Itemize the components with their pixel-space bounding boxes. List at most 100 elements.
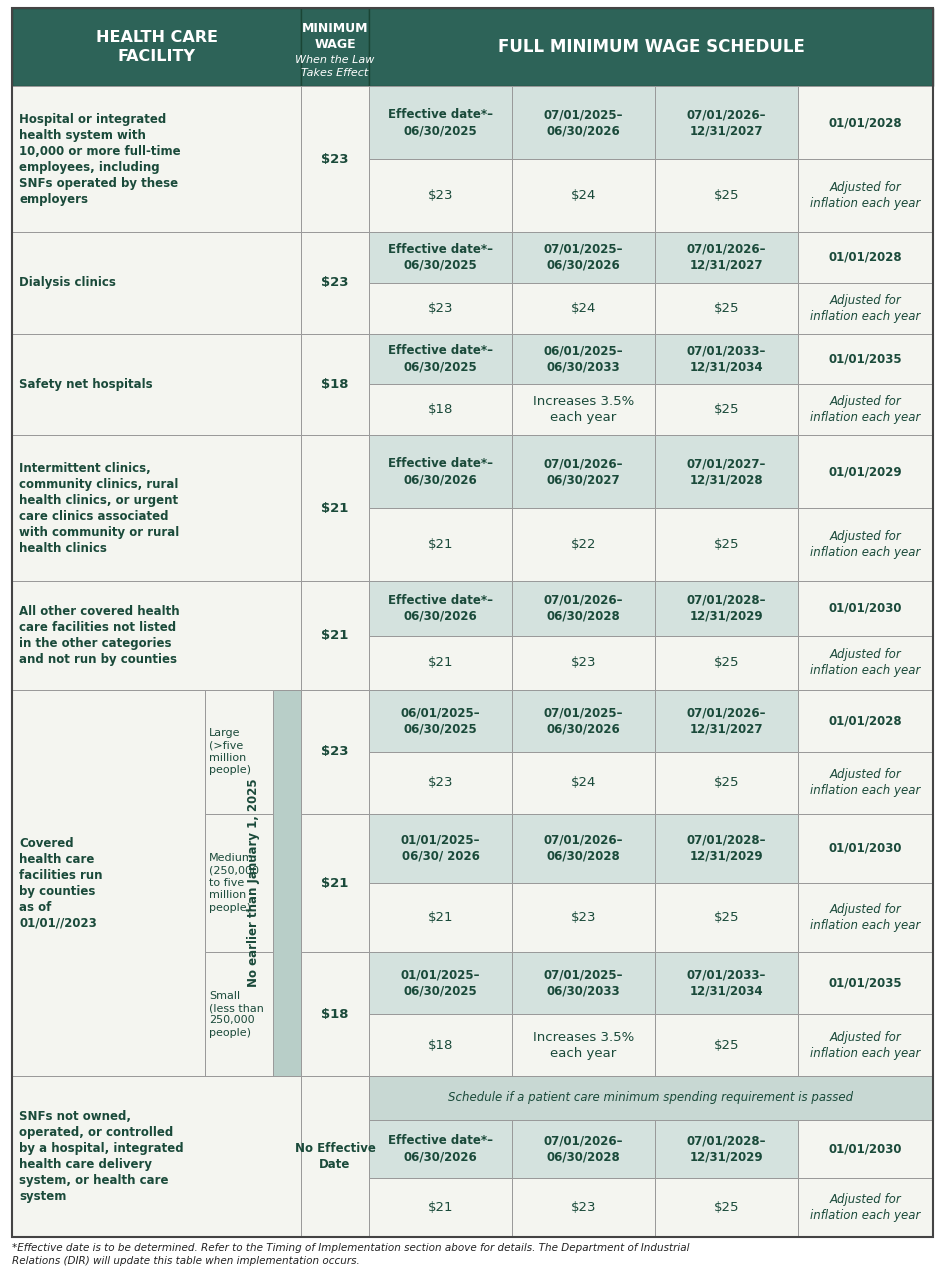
Bar	[512, 435, 654, 507]
Text: Adjusted for
inflation each year: Adjusted for inflation each year	[809, 1193, 919, 1223]
Text: 01/01/2028: 01/01/2028	[828, 116, 902, 129]
Text: 01/01/2028: 01/01/2028	[828, 251, 902, 264]
Text: 07/01/2026–
12/31/2027: 07/01/2026– 12/31/2027	[686, 244, 766, 272]
Text: SNFs not owned,
operated, or controlled
by a hospital, integrated
health care de: SNFs not owned, operated, or controlled …	[19, 1111, 183, 1204]
Bar	[368, 384, 512, 435]
Bar	[654, 752, 797, 813]
Text: $25: $25	[713, 1201, 738, 1214]
Bar	[797, 159, 932, 232]
Text: $23: $23	[321, 153, 348, 166]
Bar	[797, 283, 932, 334]
Bar	[368, 435, 512, 507]
Bar	[368, 1178, 512, 1237]
Text: $23: $23	[428, 189, 453, 201]
Bar	[797, 507, 932, 581]
Text: $25: $25	[713, 657, 738, 669]
Bar	[368, 952, 512, 1014]
Text: $25: $25	[713, 403, 738, 416]
Text: All other covered health
care facilities not listed
in the other categories
and : All other covered health care facilities…	[19, 606, 179, 666]
Text: No earlier than January 1, 2025: No earlier than January 1, 2025	[246, 779, 260, 987]
Bar	[368, 690, 512, 752]
Text: 07/01/2028–
12/31/2029: 07/01/2028– 12/31/2029	[686, 594, 766, 622]
Bar	[512, 283, 654, 334]
Text: 01/01/2029: 01/01/2029	[828, 465, 902, 478]
Bar	[512, 384, 654, 435]
Text: Effective date*–
06/30/2025: Effective date*– 06/30/2025	[388, 244, 493, 272]
Bar	[654, 813, 797, 884]
Bar	[512, 159, 654, 232]
Text: 07/01/2027–
12/31/2028: 07/01/2027– 12/31/2028	[686, 456, 766, 486]
Text: $25: $25	[713, 912, 738, 924]
Bar	[654, 159, 797, 232]
Bar	[368, 159, 512, 232]
Text: $23: $23	[570, 657, 596, 669]
Text: $25: $25	[713, 189, 738, 201]
Text: Adjusted for
inflation each year: Adjusted for inflation each year	[809, 903, 919, 932]
Bar	[654, 1119, 797, 1178]
Bar	[512, 85, 654, 159]
Bar	[205, 690, 273, 813]
Bar	[12, 1076, 301, 1237]
Text: $18: $18	[321, 1007, 348, 1021]
Bar	[512, 952, 654, 1014]
Text: 01/01/2028: 01/01/2028	[828, 714, 902, 728]
Bar	[205, 952, 273, 1076]
Text: $21: $21	[428, 538, 453, 551]
Bar	[797, 813, 932, 884]
Bar	[301, 435, 368, 581]
Text: $24: $24	[570, 302, 596, 315]
Bar	[301, 85, 368, 232]
Bar	[301, 813, 368, 952]
Text: Effective date*–
06/30/2025: Effective date*– 06/30/2025	[388, 108, 493, 136]
Bar	[301, 952, 368, 1076]
Text: MINIMUM
WAGE: MINIMUM WAGE	[301, 23, 368, 51]
Text: Safety net hospitals: Safety net hospitals	[19, 377, 153, 390]
Bar	[797, 752, 932, 813]
Bar	[512, 752, 654, 813]
Text: FULL MINIMUM WAGE SCHEDULE: FULL MINIMUM WAGE SCHEDULE	[497, 38, 803, 56]
Bar	[654, 635, 797, 690]
Bar	[797, 384, 932, 435]
Text: Dialysis clinics: Dialysis clinics	[19, 277, 116, 289]
Bar	[654, 435, 797, 507]
Bar	[368, 1119, 512, 1178]
Bar	[512, 1014, 654, 1076]
Bar	[12, 232, 301, 334]
Text: $21: $21	[428, 657, 453, 669]
Bar	[12, 8, 301, 85]
Text: $25: $25	[713, 1039, 738, 1052]
Bar	[368, 507, 512, 581]
Text: 07/01/2026–
06/30/2028: 07/01/2026– 06/30/2028	[543, 1135, 623, 1163]
Bar	[301, 1076, 368, 1237]
Bar	[654, 283, 797, 334]
Bar	[368, 884, 512, 952]
Text: $24: $24	[570, 189, 596, 201]
Text: $18: $18	[428, 403, 453, 416]
Text: Hospital or integrated
health system with
10,000 or more full-time
employees, in: Hospital or integrated health system wit…	[19, 112, 180, 205]
Text: Covered
health care
facilities run
by counties
as of
01/01//2023: Covered health care facilities run by co…	[19, 836, 102, 929]
Bar	[205, 813, 273, 952]
Text: 07/01/2026–
06/30/2027: 07/01/2026– 06/30/2027	[543, 456, 623, 486]
Bar	[205, 690, 301, 1076]
Bar	[301, 690, 368, 813]
Bar	[368, 232, 512, 283]
Text: 07/01/2025–
06/30/2026: 07/01/2025– 06/30/2026	[543, 244, 623, 272]
Text: 07/01/2026–
06/30/2028: 07/01/2026– 06/30/2028	[543, 594, 623, 622]
Bar	[797, 1014, 932, 1076]
Text: Adjusted for
inflation each year: Adjusted for inflation each year	[809, 648, 919, 677]
Text: 01/01/2030: 01/01/2030	[828, 842, 902, 854]
Text: $24: $24	[570, 776, 596, 789]
Text: Adjusted for
inflation each year: Adjusted for inflation each year	[809, 769, 919, 797]
Bar	[368, 8, 932, 85]
Text: $23: $23	[570, 1201, 596, 1214]
Text: Adjusted for
inflation each year: Adjusted for inflation each year	[809, 395, 919, 425]
Text: $25: $25	[713, 302, 738, 315]
Text: Increases 3.5%
each year: Increases 3.5% each year	[532, 395, 633, 425]
Text: 07/01/2028–
12/31/2029: 07/01/2028– 12/31/2029	[686, 834, 766, 863]
Text: 07/01/2025–
06/30/2033: 07/01/2025– 06/30/2033	[543, 969, 623, 998]
Text: Small
(less than
250,000
people): Small (less than 250,000 people)	[209, 991, 263, 1038]
Text: 01/01/2025–
06/30/2025: 01/01/2025– 06/30/2025	[400, 969, 480, 998]
Text: 01/01/2030: 01/01/2030	[828, 1142, 902, 1155]
Text: $25: $25	[713, 538, 738, 551]
Bar	[12, 690, 205, 1076]
